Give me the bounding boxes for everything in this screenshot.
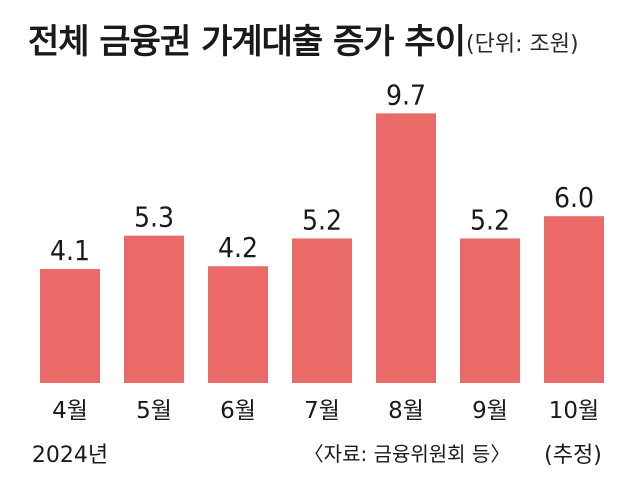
year-label: 2024년: [32, 443, 108, 468]
bar-value-label: 5.2: [302, 203, 342, 236]
x-tick-label: 4월: [52, 398, 88, 424]
x-tick-label: 6월: [220, 398, 256, 424]
bar-value-label: 4.2: [218, 231, 258, 264]
bars-group: [40, 113, 604, 383]
bar-value-label: 5.2: [470, 203, 510, 236]
bar-10월: [544, 216, 604, 383]
value-labels-group: 4.1 5.3 4.2 5.2 9.7 5.2 6.0: [50, 78, 594, 267]
x-tick-label: 8월: [388, 398, 424, 424]
x-tick-label: 7월: [304, 398, 340, 424]
x-tick-label: 10월: [549, 398, 599, 424]
bar-7월: [292, 238, 352, 383]
unit-note: (단위: 조원): [466, 32, 579, 57]
bar-value-label: 6.0: [554, 181, 594, 214]
x-tick-label: 9월: [472, 398, 508, 424]
bar-9월: [460, 238, 520, 383]
source-note: 〈자료: 금융위원회 등〉: [304, 442, 511, 466]
bar-4월: [40, 269, 100, 383]
estimate-label: (추정): [544, 443, 602, 468]
bar-value-label: 9.7: [386, 78, 426, 111]
bar-6월: [208, 266, 268, 383]
bar-value-label: 4.1: [50, 234, 90, 267]
x-tick-label: 5월: [136, 398, 172, 424]
x-tick-labels-group: 4월 5월 6월 7월 8월 9월 10월: [52, 398, 599, 424]
bar-5월: [124, 235, 184, 383]
chart-title: 전체 금융권 가계대출 증가 추이: [28, 22, 466, 62]
bar-value-label: 5.3: [134, 201, 174, 234]
bar-8월: [376, 113, 436, 383]
